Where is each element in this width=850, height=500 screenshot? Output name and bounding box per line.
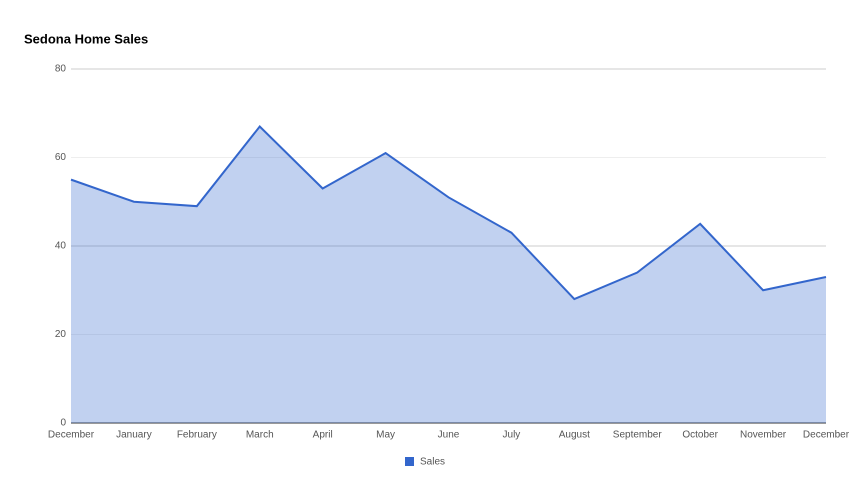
x-tick-label: December (803, 430, 850, 441)
x-tick-label: March (246, 430, 274, 441)
x-tick-label: May (376, 430, 395, 441)
line (70, 125, 827, 301)
y-tick-label: 80 (55, 64, 67, 75)
x-tick-label: December (48, 430, 95, 441)
x-tick-label: August (559, 430, 590, 441)
x-tick-label: February (177, 430, 217, 441)
x-tick-label: January (116, 430, 152, 441)
y-tick-label: 40 (55, 241, 67, 252)
x-tick-label: July (503, 430, 521, 441)
x-tick-label: October (682, 430, 718, 441)
legend-label: Sales (420, 457, 445, 468)
area (71, 126, 826, 424)
x-tick-label: September (613, 430, 663, 441)
chart-title: Sedona Home Sales (24, 31, 148, 46)
legend-swatch (405, 457, 414, 466)
y-tick-label: 0 (60, 418, 66, 429)
y-tick-label: 60 (55, 152, 67, 163)
x-tick-label: June (438, 430, 460, 441)
x-tick-label: April (313, 430, 333, 441)
y-tick-label: 20 (55, 329, 67, 340)
x-tick-label: November (740, 430, 787, 441)
